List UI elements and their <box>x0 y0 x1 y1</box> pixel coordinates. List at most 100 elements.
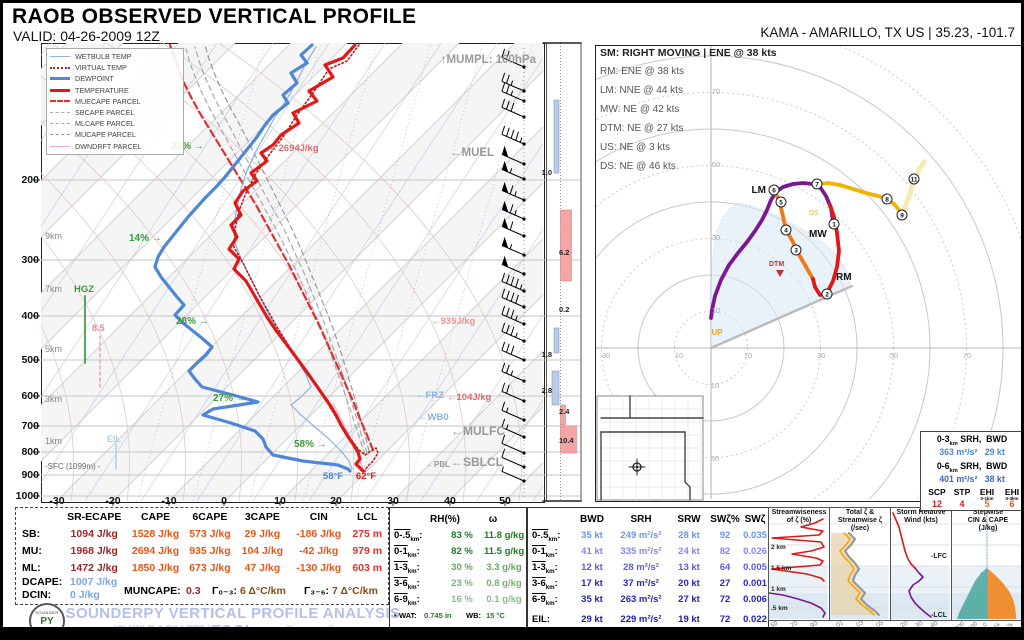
bwd-cell: SWζ% <box>710 514 740 525</box>
legend-item: MLCAPE PARCEL <box>50 118 180 129</box>
omega-bar <box>553 327 560 354</box>
rh-cell: 6-9km: <box>394 594 420 607</box>
legend-line-sample <box>50 112 70 114</box>
stats-cell: ML: <box>22 562 41 574</box>
stats-row: SB: 1094 J/kg 1528 J/kg 573 J/kg 29 J/kg -186… <box>18 528 386 540</box>
rh-cell: 0.745 in <box>424 611 452 620</box>
stats-cell: 1528 J/kg <box>131 528 180 540</box>
legend-label: SBCAPE PARCEL <box>75 108 135 118</box>
srh-box-line: 0-3km SRH, BWD <box>936 434 1008 447</box>
legend-label: TEMPERATURE <box>75 85 129 95</box>
stats-cell: CAPE <box>140 511 171 523</box>
rh-cell: 30 % <box>451 562 473 573</box>
bwd-cell: 1-3km: <box>532 562 558 575</box>
omega-bar <box>560 209 572 282</box>
rh-cell: 11.8 g/kg <box>484 530 525 541</box>
bwd-cell: 64 <box>719 562 731 573</box>
rh-cell: RH(%) <box>430 514 460 525</box>
bwd-cell: 0.005 <box>743 562 767 573</box>
stats-cell: 935 J/kg <box>189 545 231 557</box>
bwd-cell: 12 kt <box>581 562 603 573</box>
pressure-tick: 500 <box>21 354 39 366</box>
shear-table: BWD SRH SRW SWζ% SWζ 0-.5km: 35 kt 249 m²/s² 28 … <box>527 507 769 637</box>
mini-panel-title: Stepwise CIN & CAPE (J/kg) <box>967 509 1009 532</box>
stats-cell: -186 J/kg <box>296 528 342 540</box>
bwd-cell: 24 kt <box>678 546 700 557</box>
legend-item: MUECAPE PARCEL <box>50 96 180 107</box>
bwd-cell: 82 <box>719 546 731 557</box>
hodo-info-line: MW: NE @ 42 kts <box>600 104 680 115</box>
stats-cell: 979 m <box>352 545 383 557</box>
pressure-tick: 400 <box>21 310 39 322</box>
pressure-tick: 900 <box>21 469 39 481</box>
omega-bar <box>560 425 577 454</box>
bottom-bar <box>3 627 1021 637</box>
rh-cell: 0.1 g/kg <box>486 594 522 605</box>
pressure-tick: 800 <box>21 446 39 458</box>
bwd-cell: 0.035 <box>743 530 767 541</box>
srh-value: 12 <box>931 499 942 509</box>
hodo-info-line: DS: NE @ 46 kts <box>600 161 676 172</box>
rh-cell: 0-1km: <box>394 546 420 559</box>
stats-cell: 673 J/kg <box>189 562 231 574</box>
bwd-cell: 0-1km: <box>532 546 558 559</box>
mini-panel-title: Storm Relative Wind (kts) <box>896 509 946 524</box>
rh-cell: 82 % <box>451 546 473 557</box>
stats-cell: 47 J/kg <box>244 562 281 574</box>
rh-cell: 15 °C <box>486 611 505 620</box>
stats-cell: 1968 J/kg <box>70 545 118 557</box>
bwd-cell: 29 kt <box>581 614 603 625</box>
omega-bar <box>553 99 560 174</box>
legend-label: MUECAPE PARCEL <box>75 96 141 106</box>
rh-cell: 16 % <box>451 594 473 605</box>
bwd-cell: 27 kt <box>678 594 700 605</box>
stats-cell: LCL <box>356 511 378 523</box>
hodo-info-line: SM: RIGHT MOVING | ENE @ 38 kts <box>600 47 777 59</box>
legend-line-sample <box>50 145 70 147</box>
legend-item: VIRTUAL TEMP <box>50 62 180 73</box>
srh-box-line: 363 m²/s² 29 kt <box>939 447 1005 457</box>
pressure-tick: 300 <box>21 254 39 266</box>
stats-cell: 1094 J/kg <box>70 528 118 540</box>
legend-label: DEWPOINT <box>75 74 114 84</box>
stats-extra: DCIN: <box>22 589 52 601</box>
legend-line-sample <box>50 77 70 81</box>
bwd-cell: EIL: <box>532 614 550 625</box>
stats-cell: 2694 J/kg <box>131 545 180 557</box>
bwd-cell: 0.006 <box>743 594 767 605</box>
dry-adiabat <box>3 43 18 501</box>
omega-bar <box>551 370 560 406</box>
stats-cell: -42 J/kg <box>299 545 339 557</box>
hodo-info-line: US: NE @ 3 kts <box>600 142 671 153</box>
stats-cell <box>18 511 62 523</box>
srh-header: STP <box>953 487 971 497</box>
stats-extra: Γ₀₋₃: <box>212 585 237 597</box>
pressure-tick: 1000 <box>16 490 40 502</box>
rh-cell: 11.5 g/kg <box>484 546 525 557</box>
rh-cell: 3-6km: <box>394 578 420 591</box>
logo-main-text: PY <box>40 616 54 627</box>
legend-line-sample <box>50 123 70 125</box>
station-label: KAMA - AMARILLO, TX US | 35.23, -101.7 <box>760 25 1015 40</box>
stats-cell: SR-ECAPE <box>67 511 122 523</box>
srh-value: 4 <box>959 499 965 509</box>
stats-cell: 603 m <box>352 562 383 574</box>
rh-cell: 23 % <box>451 578 473 589</box>
legend-label: DWNDRFT PARCEL <box>75 141 142 151</box>
omega-value: 10.4 <box>559 436 574 445</box>
stats-cell: SB: <box>22 528 41 540</box>
bwd-cell: 13 kt <box>678 562 700 573</box>
legend-label: MUCAPE PARCEL <box>75 130 136 140</box>
bwd-cell: 335 m²/s² <box>620 546 662 557</box>
rh-cell: ω <box>488 514 498 525</box>
bwd-cell: 37 m²/s² <box>623 578 659 589</box>
skewt-legend: WETBULB TEMP VIRTUAL TEMP DEWPOINT TEMPERAT… <box>46 48 184 155</box>
stats-row: MU: 1968 J/kg 2694 J/kg 935 J/kg 104 J/kg -42… <box>18 545 386 557</box>
omega-value: 0.2 <box>559 305 569 314</box>
bwd-cell: 28 kt <box>678 530 700 541</box>
bwd-cell: 0.022 <box>743 614 767 625</box>
legend-line-sample <box>50 88 70 92</box>
legend-label: VIRTUAL TEMP <box>75 63 127 73</box>
stats-extra: 0.3 <box>186 585 201 597</box>
hodo-info-line: LM: NNE @ 44 kts <box>600 85 683 96</box>
